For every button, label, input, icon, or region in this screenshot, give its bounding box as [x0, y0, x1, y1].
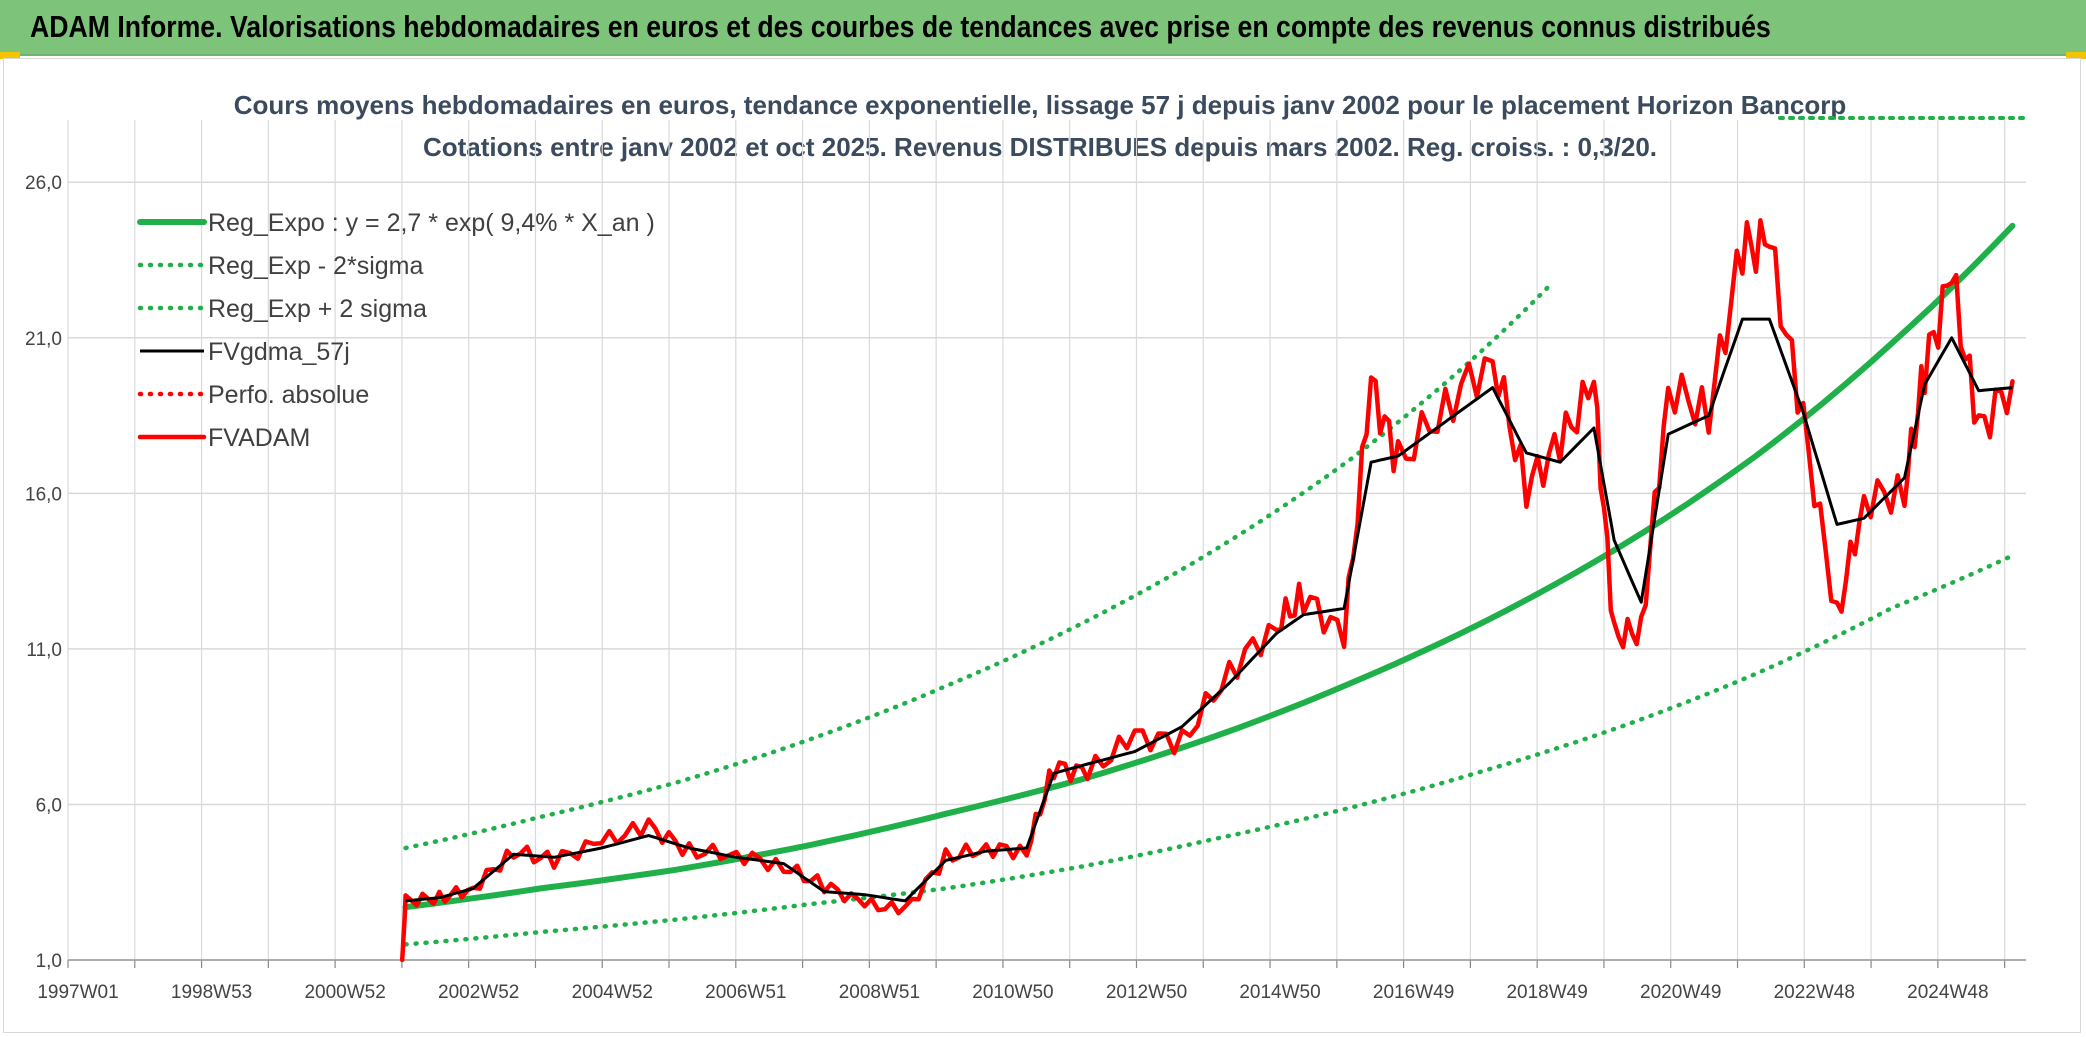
- x-tick-label: 2000W52: [304, 982, 385, 1003]
- series-line-reg_exp: [403, 553, 2015, 947]
- series-line-fvgdma_57j: [405, 317, 2013, 903]
- series-line-reg_exp: [403, 279, 1556, 851]
- x-tick-label: 2010W50: [972, 982, 1053, 1003]
- page-title: ADAM Informe. Valorisations hebdomadaire…: [30, 9, 1771, 44]
- legend-label: Reg_Expo : y = 2,7 * exp( 9,4% * X_an ): [208, 209, 655, 237]
- legend-label: Reg_Exp - 2*sigma: [208, 252, 423, 280]
- x-tick-label: 2024W48: [1907, 982, 1988, 1003]
- legend-label: FVgdma_57j: [208, 338, 350, 366]
- series-line-reg_expo: [402, 222, 2016, 911]
- y-tick-label: 21,0: [25, 329, 62, 350]
- x-tick-label: 2002W52: [438, 982, 519, 1003]
- grid: [67, 120, 2026, 968]
- corner-accent-right: [2066, 52, 2086, 59]
- x-tick-label: 2004W52: [572, 982, 653, 1003]
- y-tick-label: 6,0: [36, 795, 62, 816]
- chart-frame: [3, 58, 2081, 1033]
- header-banner: ADAM Informe. Valorisations hebdomadaire…: [0, 0, 2086, 56]
- legend-label: Reg_Exp + 2 sigma: [208, 295, 427, 323]
- x-tick-label: 2020W49: [1640, 982, 1721, 1003]
- x-tick-label: 2018W49: [1506, 982, 1587, 1003]
- y-tick-label: 26,0: [25, 173, 62, 194]
- chart-title: Cours moyens hebdomadaires en euros, ten…: [234, 90, 1846, 120]
- x-tick-label: 2006W51: [705, 982, 786, 1003]
- legend-label: Perfo. absolue: [208, 381, 369, 409]
- x-tick-label: 1997W01: [37, 982, 118, 1003]
- legend: Reg_Expo : y = 2,7 * exp( 9,4% * X_an ) R…: [137, 209, 655, 452]
- chart-subtitle: Cotations entre janv 2002 et oct 2025. R…: [423, 132, 1657, 162]
- series-line-fvadam: [399, 218, 2015, 963]
- x-tick-label: 2016W49: [1373, 982, 1454, 1003]
- legend-label: FVADAM: [208, 424, 310, 452]
- x-tick-label: 2012W50: [1106, 982, 1187, 1003]
- x-tick-label: 2014W50: [1239, 982, 1320, 1003]
- y-tick-label: 1,0: [36, 951, 62, 972]
- x-tick-label: 2022W48: [1774, 982, 1855, 1003]
- corner-accent-left: [0, 52, 20, 59]
- x-tick-label: 1998W53: [171, 982, 252, 1003]
- y-tick-label: 11,0: [26, 640, 62, 661]
- y-tick-label: 16,0: [25, 484, 62, 505]
- ticks: 1,0 6,0 11,0 16,0 21,0 26,0 1997W01 1998W53 2000…: [25, 173, 1989, 1003]
- series-layer: [399, 218, 2016, 963]
- x-tick-label: 2008W51: [839, 982, 920, 1003]
